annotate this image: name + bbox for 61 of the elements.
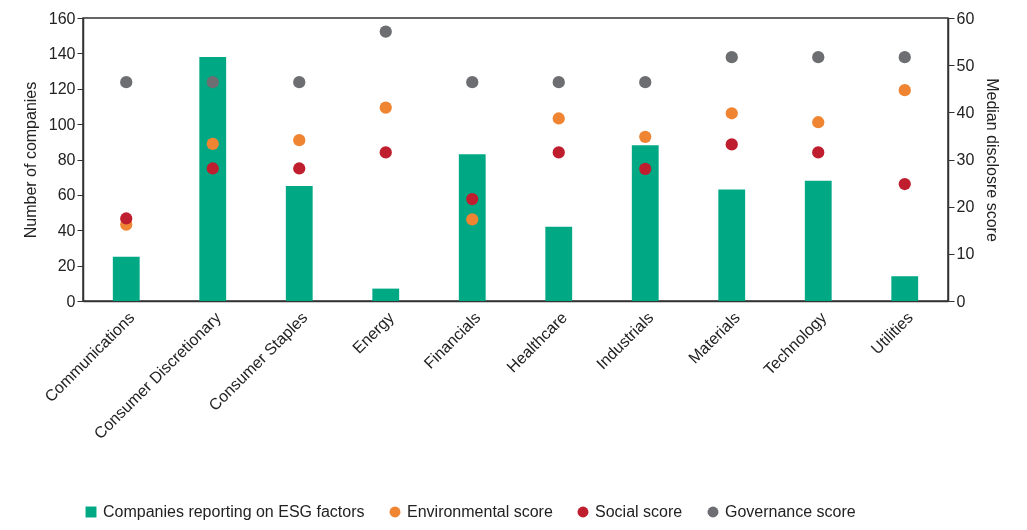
point	[379, 146, 392, 159]
y-axis-title: Number of companies	[21, 81, 39, 239]
legend-label: Environmental score	[407, 503, 553, 520]
y2-tick-label: 50	[956, 56, 975, 74]
point	[379, 25, 392, 38]
point	[293, 134, 306, 147]
bar	[631, 145, 659, 301]
point	[379, 101, 392, 114]
y-tick-label: 40	[57, 221, 76, 239]
point	[898, 84, 911, 97]
bar	[199, 56, 227, 301]
bar	[891, 276, 919, 301]
point	[725, 51, 738, 64]
point	[725, 107, 738, 120]
point	[725, 138, 738, 151]
y2-tick-label: 10	[956, 245, 975, 263]
point	[812, 51, 825, 64]
bar	[372, 288, 400, 301]
point	[552, 76, 565, 89]
y-tick-label: 0	[66, 292, 76, 310]
bar	[458, 154, 486, 301]
point	[552, 112, 565, 125]
legend-label: Governance score	[725, 503, 856, 520]
y-tick-label: 160	[48, 9, 76, 27]
y2-tick-label: 60	[956, 9, 975, 27]
bar	[804, 180, 832, 301]
point	[812, 146, 825, 159]
point	[293, 76, 306, 89]
y-tick-label: 60	[57, 186, 76, 204]
point	[466, 76, 479, 89]
point	[120, 76, 133, 89]
y-tick-label: 20	[57, 257, 76, 275]
point	[552, 146, 565, 159]
y2-tick-label: 20	[956, 198, 975, 216]
bar	[285, 186, 313, 301]
y2-tick-label: 40	[956, 103, 975, 121]
point	[466, 213, 479, 226]
point	[639, 162, 652, 176]
legend-label: Social score	[595, 503, 683, 520]
bar	[718, 189, 746, 301]
point	[812, 116, 825, 129]
y2-tick-label: 30	[956, 151, 975, 168]
y2-tick-label: 0	[956, 292, 966, 310]
point	[206, 76, 219, 89]
point	[898, 177, 911, 191]
bar	[545, 226, 573, 301]
point	[898, 51, 911, 64]
point	[466, 193, 479, 206]
y-tick-label: 100	[48, 115, 76, 133]
y-tick-label: 80	[57, 151, 76, 168]
point	[120, 212, 133, 225]
y-tick-label: 120	[48, 80, 76, 98]
bar	[112, 256, 140, 301]
point	[206, 162, 219, 175]
point	[639, 76, 652, 89]
y2-axis-title: Median disclosre score	[984, 78, 1002, 242]
legend-label: Companies reporting on ESG factors	[103, 503, 365, 520]
point	[639, 130, 652, 143]
point	[293, 162, 306, 175]
y-tick-label: 140	[48, 44, 76, 62]
point	[206, 137, 219, 151]
